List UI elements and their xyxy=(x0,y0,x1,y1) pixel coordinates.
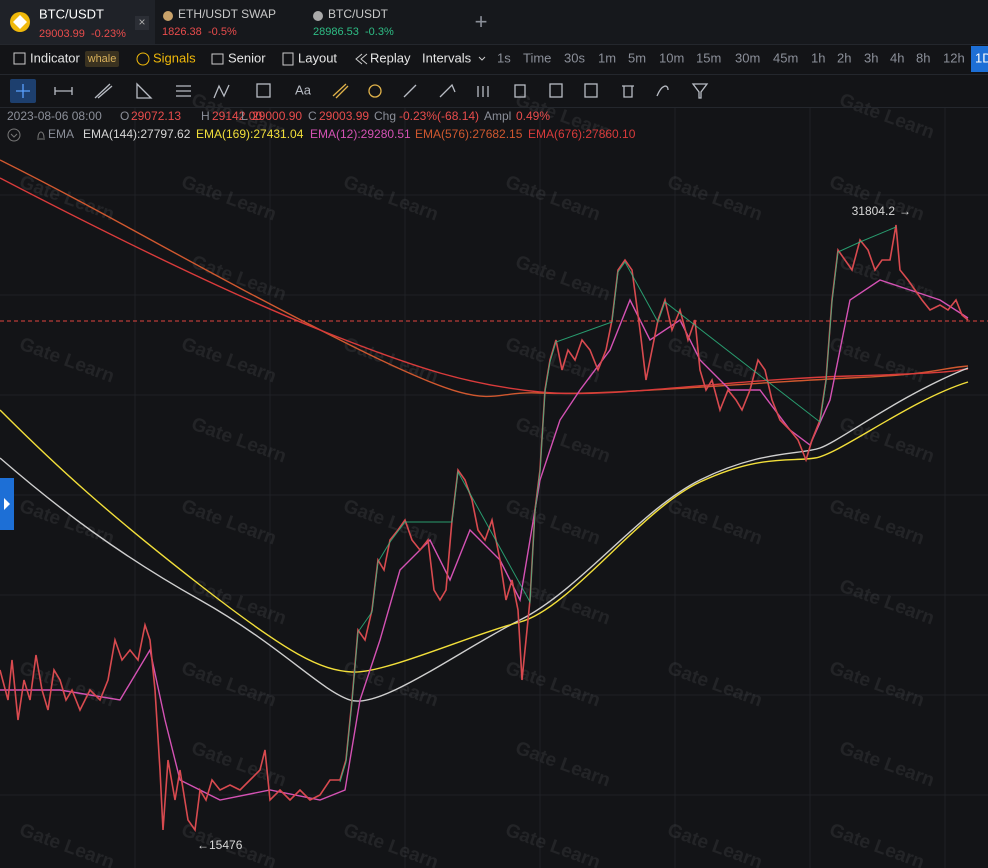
ema-value: EMA(144):27797.62 xyxy=(83,127,191,141)
ohlc-open: 29072.13 xyxy=(131,109,181,123)
badge-bg xyxy=(85,51,119,67)
toolbar xyxy=(0,44,988,74)
ema-curves xyxy=(0,159,969,801)
ohlc-info: 2023-08-06 08:00 O 29072.13 H 29142.00L 29000… xyxy=(7,109,550,123)
tab-change: -0.5% xyxy=(208,26,237,38)
interval-option[interactable]: 15m xyxy=(696,50,721,65)
ohlc-change-label: Chg xyxy=(374,109,396,123)
interval-option[interactable]: 1s xyxy=(497,50,511,65)
tab-change: -0.3% xyxy=(365,26,394,38)
layout-button[interactable]: Layout xyxy=(298,50,337,65)
interval-option[interactable]: 3h xyxy=(864,50,878,65)
price-trace xyxy=(0,224,969,833)
ohlc-high-label: H xyxy=(201,109,210,123)
interval-option[interactable]: 30m xyxy=(735,50,760,65)
low-annotation: 15476 xyxy=(209,838,243,852)
interval-option[interactable]: 45m xyxy=(773,50,798,65)
signals-icon xyxy=(136,52,150,66)
interval-option[interactable]: 10m xyxy=(659,50,684,65)
tab-close-x: × xyxy=(138,15,145,29)
ohlc-close-label: C xyxy=(308,109,317,123)
coin-icon xyxy=(313,11,323,21)
tab-close[interactable] xyxy=(135,16,149,30)
ema-169 xyxy=(0,381,969,673)
collapse-icon[interactable] xyxy=(7,128,21,142)
interval-option[interactable]: 8h xyxy=(916,50,930,65)
interval-options: 1s Time 30s 1m 5m 10m 15m 30m 45m 1h 2h 3h 4h 8h 12h 1D xyxy=(497,50,988,65)
text-tool[interactable]: Aa xyxy=(295,82,312,97)
low-arrow: ← xyxy=(197,838,209,852)
interval-option[interactable]: 2h xyxy=(837,50,851,65)
interval-option[interactable]: 1D xyxy=(975,50,988,65)
tab-price: 28986.53 xyxy=(313,26,359,38)
tab-price: 1826.38 xyxy=(162,26,202,38)
ema-value: EMA(169):27431.04 xyxy=(196,127,304,141)
ohlc-ampl-label: Ampl xyxy=(484,109,511,123)
ohlc-open-label: O xyxy=(120,109,129,123)
interval-option[interactable]: 4h xyxy=(890,50,904,65)
interval-option[interactable]: 30s xyxy=(564,50,585,65)
ohlc-ampl: 0.49% xyxy=(516,109,550,123)
collapse-caret xyxy=(10,133,18,138)
ohlc-low-label: L xyxy=(241,109,248,123)
tab-symbol[interactable]: ETH/USDT SWAP xyxy=(178,7,276,21)
signals-button[interactable]: Signals xyxy=(153,50,196,65)
drawing-tools xyxy=(16,82,709,99)
coin-glyph xyxy=(13,15,27,29)
intervals-caret xyxy=(478,56,486,61)
interval-option[interactable]: 12h xyxy=(943,50,965,65)
coin-icon xyxy=(163,11,173,21)
price-trace-up xyxy=(339,226,897,783)
side-arrow xyxy=(4,498,10,510)
layout-icon xyxy=(282,52,294,66)
intervals-button[interactable]: Intervals xyxy=(422,50,472,65)
ema-576 xyxy=(0,159,969,398)
tab-change: -0.23% xyxy=(91,28,126,40)
ohlc-low: 29000.90 xyxy=(252,109,302,123)
senior-button[interactable]: Senior xyxy=(228,50,266,65)
interval-active-bg xyxy=(971,46,988,72)
interval-option[interactable]: 5m xyxy=(628,50,646,65)
replay-button[interactable]: Replay xyxy=(370,50,411,65)
interval-option[interactable]: Time xyxy=(523,50,551,65)
senior-icon xyxy=(211,53,224,65)
ohlc-close: 29003.99 xyxy=(319,109,369,123)
ohlc-change: -0.23%(-68.14) xyxy=(399,109,479,123)
ema-value: EMA(676):27860.10 xyxy=(528,127,636,141)
high-annotation: 31804.2 xyxy=(852,204,896,218)
ema-676 xyxy=(0,177,969,395)
interval-option[interactable]: 1m xyxy=(598,50,616,65)
ohlc-high: 29142.00 xyxy=(212,109,262,123)
chart-area xyxy=(0,108,988,868)
indicator-values: EMA(144):27797.62 EMA(169):27431.04 EMA(12… xyxy=(83,127,636,141)
interval-option[interactable]: 1h xyxy=(811,50,825,65)
tab-symbol[interactable]: BTC/USDT xyxy=(328,7,389,21)
ema-value: EMA(12):29280.51 xyxy=(310,127,411,141)
replay-icon xyxy=(355,53,368,65)
indicator-button[interactable]: Indicator xyxy=(30,50,81,65)
ema-value: EMA(576):27682.15 xyxy=(415,127,523,141)
tab-symbol: BTC/USDT xyxy=(39,6,104,21)
ohlc-date: 2023-08-06 08:00 xyxy=(7,109,102,123)
badge: whale xyxy=(87,53,117,65)
high-arrow: → xyxy=(899,204,911,218)
indicator-icon xyxy=(13,52,26,65)
tab-bar xyxy=(0,0,988,44)
bell-icon xyxy=(37,131,45,140)
indicator-name: EMA xyxy=(48,127,74,141)
add-tab[interactable]: + xyxy=(475,9,488,34)
tab-price: 29003.99 xyxy=(39,28,85,40)
